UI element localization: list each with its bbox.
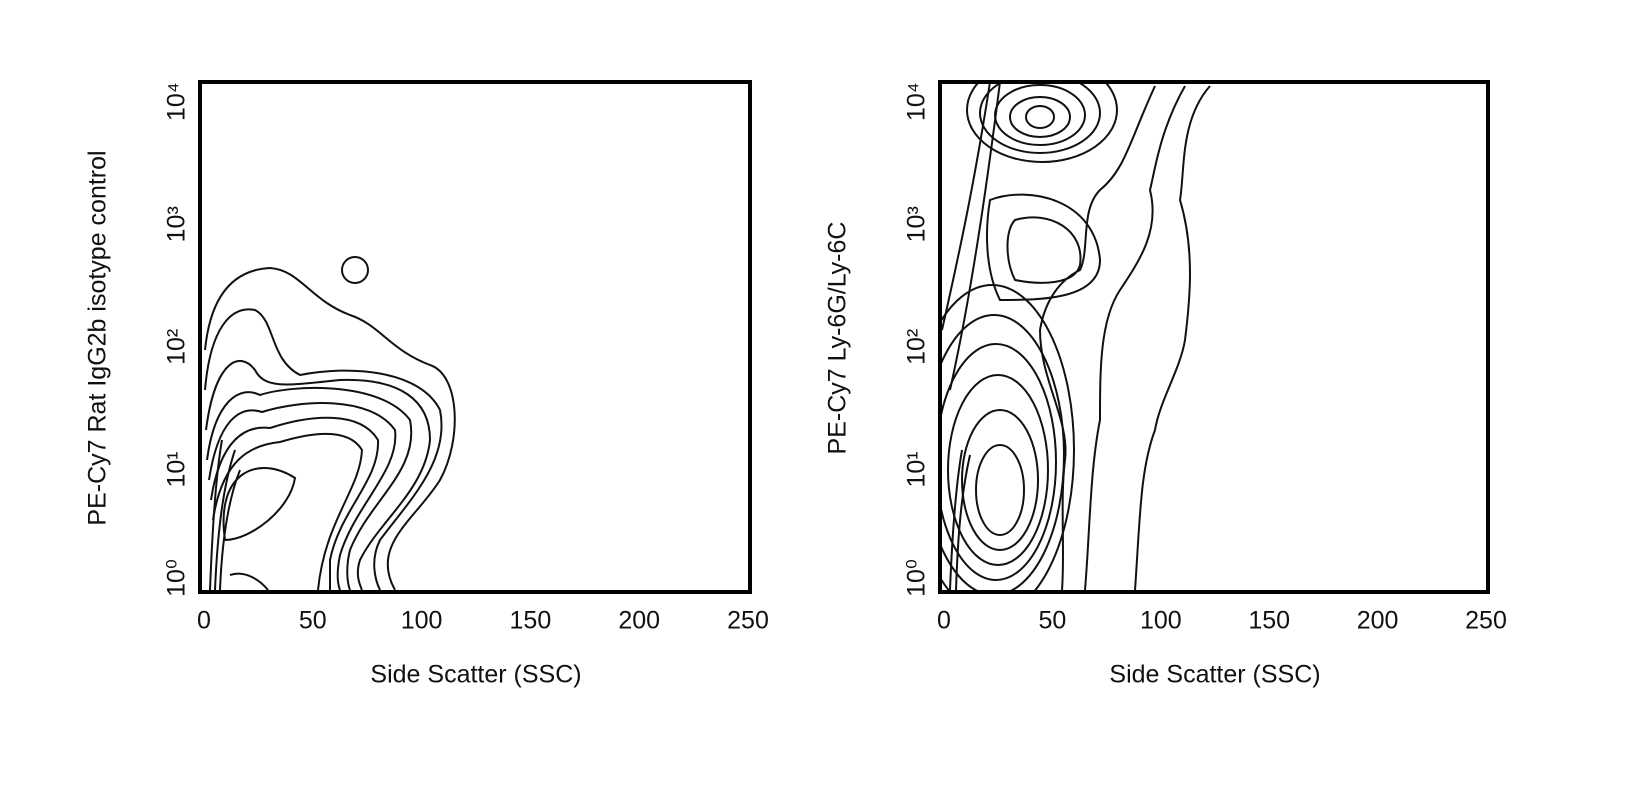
x-tick-label: 200 [618,607,660,635]
y-tick-label: 10³ [903,206,931,242]
y-tick-label: 10⁴ [163,82,191,121]
y-tick-label: 10¹ [903,451,931,487]
y-tick-label: 10² [163,329,191,365]
x-tick-label: 150 [1248,607,1290,635]
y-tick-label: 10⁴ [903,82,931,121]
x-tick-label: 50 [299,607,327,635]
y-tick-label: 10³ [163,206,191,242]
x-tick-label: 0 [937,607,951,635]
x-tick-label: 0 [197,607,211,635]
x-tick-label: 200 [1357,607,1399,635]
plot-frame [938,80,1490,594]
x-tick-label: 100 [1140,607,1182,635]
contours-right [942,84,1211,590]
y-tick-label: 10⁰ [163,559,191,597]
x-axis-label: Side Scatter (SSC) [1109,661,1320,689]
contours-left [204,256,456,590]
y-axis-label: PE-Cy7 Ly-6G/Ly-6C [824,222,852,455]
x-tick-label: 50 [1038,607,1066,635]
y-tick-label: 10¹ [163,451,191,487]
y-tick-label: 10⁰ [903,559,931,597]
y-axis-label: PE-Cy7 Rat IgG2b isotype control [84,150,112,525]
x-axis-label: Side Scatter (SSC) [370,661,581,689]
x-tick-label: 250 [1465,607,1507,635]
y-tick-label: 10² [903,329,931,365]
x-tick-label: 150 [510,607,552,635]
plot-frame [198,80,752,594]
x-tick-label: 100 [401,607,443,635]
x-tick-label: 250 [727,607,769,635]
